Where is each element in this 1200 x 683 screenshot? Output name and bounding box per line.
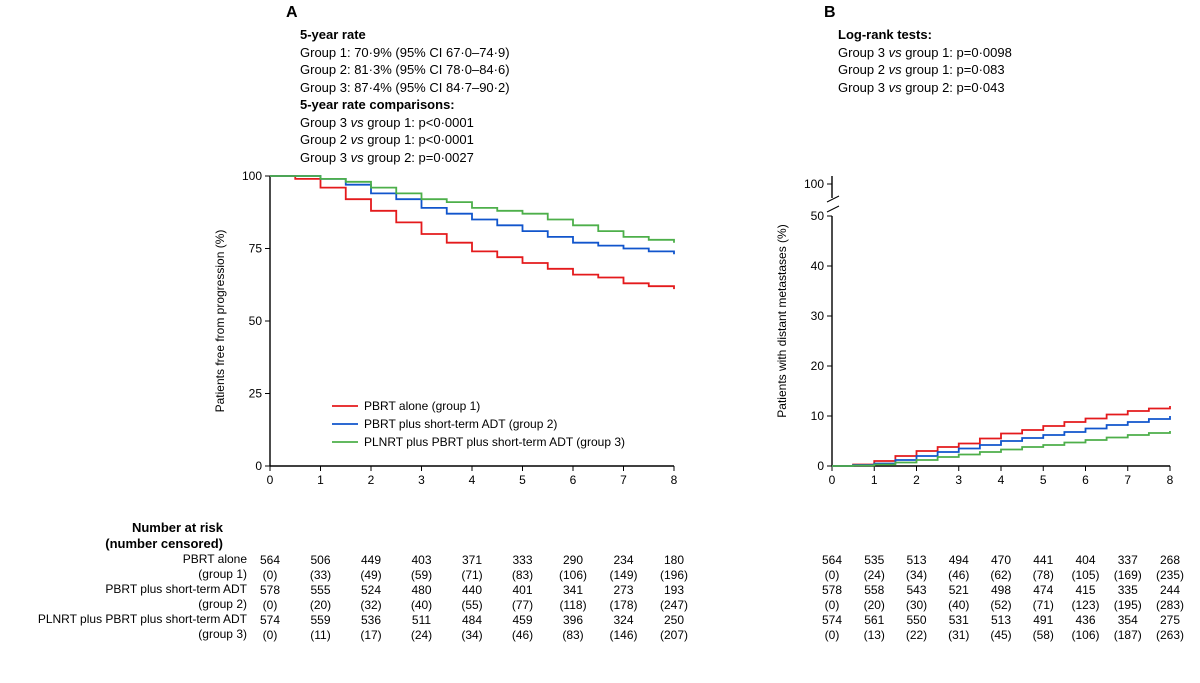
svg-text:4: 4: [469, 473, 476, 487]
chart-b: 0 10 20 30 40 50 100 0 1 2 3 4 5 6 7 8 Patients with dis…: [766, 166, 1180, 506]
risk-label: PLNRT plus PBRT plus short-term ADT: [0, 613, 247, 626]
svg-text:3: 3: [955, 473, 962, 487]
svg-text:1: 1: [871, 473, 878, 487]
svg-text:6: 6: [570, 473, 577, 487]
stats-a-title1: 5-year rate: [300, 26, 510, 44]
svg-text:7: 7: [620, 473, 627, 487]
risk-label: PBRT alone: [0, 553, 247, 566]
svg-text:100: 100: [242, 169, 262, 183]
svg-text:0: 0: [817, 459, 824, 473]
svg-text:5: 5: [1040, 473, 1047, 487]
svg-text:PBRT alone (group 1): PBRT alone (group 1): [364, 399, 480, 413]
stats-a-c3: Group 3 vs group 2: p=0·0027: [300, 149, 510, 167]
risk-label-group: (group 2): [0, 598, 247, 611]
risk-label-group: (group 3): [0, 628, 247, 641]
svg-text:50: 50: [249, 314, 263, 328]
svg-text:2: 2: [913, 473, 920, 487]
svg-text:40: 40: [811, 259, 825, 273]
svg-text:Patients free from progression: Patients free from progression (%): [213, 230, 227, 413]
risk-subheader: (number censored): [0, 536, 223, 551]
panel-a-stats: 5-year rate Group 1: 70·9% (95% CI 67·0–…: [300, 26, 510, 166]
svg-text:2: 2: [368, 473, 375, 487]
svg-text:PLNRT plus PBRT plus short-ter: PLNRT plus PBRT plus short-term ADT (gro…: [364, 435, 625, 449]
svg-text:20: 20: [811, 359, 825, 373]
svg-text:25: 25: [249, 387, 263, 401]
risk-header: Number at risk: [0, 520, 223, 535]
stats-a-title2: 5-year rate comparisons:: [300, 96, 510, 114]
svg-text:0: 0: [829, 473, 836, 487]
stats-a-l2: Group 2: 81·3% (95% CI 78·0–84·6): [300, 61, 510, 79]
stats-a-l3: Group 3: 87·4% (95% CI 84·7–90·2): [300, 79, 510, 97]
svg-text:7: 7: [1124, 473, 1131, 487]
svg-text:3: 3: [418, 473, 425, 487]
svg-text:0: 0: [267, 473, 274, 487]
panel-b-label: B: [824, 4, 836, 22]
stats-a-c2: Group 2 vs group 1: p<0·0001: [300, 131, 510, 149]
svg-text:0: 0: [255, 459, 262, 473]
stats-b-c2: Group 2 vs group 1: p=0·083: [838, 61, 1012, 79]
stats-a-c1: Group 3 vs group 1: p<0·0001: [300, 114, 510, 132]
svg-text:75: 75: [249, 242, 263, 256]
svg-text:100: 100: [804, 177, 824, 191]
risk-label: PBRT plus short-term ADT: [0, 583, 247, 596]
svg-text:PBRT plus short-term ADT (grou: PBRT plus short-term ADT (group 2): [364, 417, 557, 431]
chart-a: 0 25 50 75 100 0 1 2 3 4 5 6 7 8 Patients free from pr…: [204, 166, 680, 506]
svg-text:10: 10: [811, 409, 825, 423]
stats-b-title: Log-rank tests:: [838, 26, 1012, 44]
svg-text:Patients with distant metastas: Patients with distant metastases (%): [775, 224, 789, 417]
svg-text:8: 8: [671, 473, 678, 487]
stats-b-c3: Group 3 vs group 2: p=0·043: [838, 79, 1012, 97]
svg-text:4: 4: [998, 473, 1005, 487]
risk-label-group: (group 1): [0, 568, 247, 581]
svg-text:1: 1: [317, 473, 324, 487]
svg-text:8: 8: [1167, 473, 1174, 487]
panel-b-stats: Log-rank tests: Group 3 vs group 1: p=0·…: [838, 26, 1012, 96]
stats-b-c1: Group 3 vs group 1: p=0·0098: [838, 44, 1012, 62]
panel-a-label: A: [286, 4, 298, 22]
svg-text:5: 5: [519, 473, 526, 487]
svg-text:6: 6: [1082, 473, 1089, 487]
svg-text:50: 50: [811, 209, 825, 223]
stats-a-l1: Group 1: 70·9% (95% CI 67·0–74·9): [300, 44, 510, 62]
svg-text:30: 30: [811, 309, 825, 323]
